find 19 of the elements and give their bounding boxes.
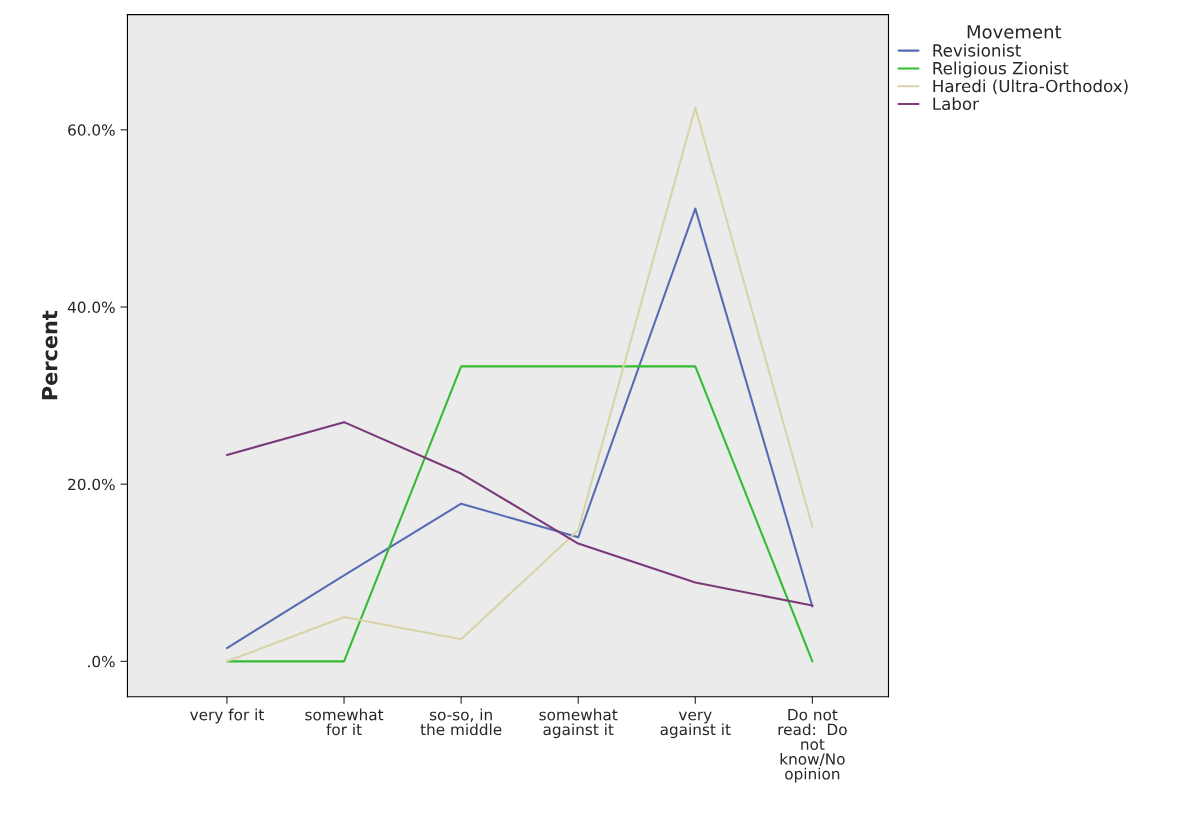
y-tick-label: 60.0% (68, 124, 115, 136)
x-tick-label: very for it (190, 708, 264, 724)
x-tick-label: Do not read: Do not know/No opinion (778, 709, 847, 783)
line-series (225, 207, 814, 650)
y-axis-title: Percent (42, 310, 58, 400)
legend-label: Haredi (Ultra-Orthodox) (933, 79, 1128, 95)
legend-title: Movement (967, 25, 1062, 39)
line-series (225, 106, 814, 663)
x-tick-label: so-so, in the middle (420, 708, 502, 736)
x-tick-label: very against it (660, 711, 731, 739)
line-series (225, 421, 814, 607)
y-tick-label: 40.0% (67, 301, 115, 314)
x-tick-label: somewhat for it (305, 708, 384, 736)
x-tick-label: somewhat against it (539, 708, 618, 739)
y-tick-label: 20.0% (68, 478, 115, 491)
legend-label: Religious Zionist (933, 61, 1069, 78)
y-tick-label: .0% (88, 655, 115, 668)
legend-label: Labor (933, 97, 979, 111)
legend-label: Revisionist (933, 43, 1021, 57)
